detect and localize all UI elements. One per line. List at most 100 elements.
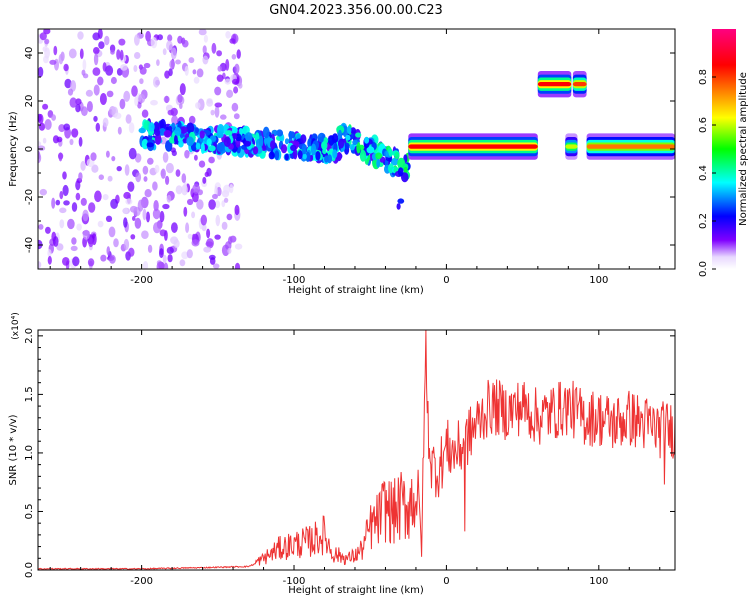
spectrogram-cell-0-294 xyxy=(38,261,42,269)
spectrogram-cell-0-392 xyxy=(203,34,208,43)
spectrogram-cell-0-234 xyxy=(100,254,107,262)
spectrogram-cell-1-271 xyxy=(262,126,270,139)
spectrogram-cell-0-89 xyxy=(130,234,136,240)
spectrogram-cell-0-401 xyxy=(59,219,65,229)
spectrogram-cell-0-356 xyxy=(154,164,160,174)
spectrogram-cell-0-85 xyxy=(144,189,152,198)
snr-frame xyxy=(37,329,676,571)
spectrogram-cell-0-136 xyxy=(226,213,233,221)
spectrogram-cell-0-189 xyxy=(111,156,116,162)
spectrogram-cell-0-225 xyxy=(93,47,100,55)
spectrogram-cell-0-216 xyxy=(93,84,100,96)
spectrogram-cell-1-267 xyxy=(284,153,289,161)
spectrogram-cell-2-112 xyxy=(397,167,404,177)
spectrogram-cell-1-272 xyxy=(300,134,307,144)
spectrogram-cell-0-407 xyxy=(52,236,59,247)
spectrogram-cell-1-292 xyxy=(216,142,224,152)
spectrogram-cell-1-332 xyxy=(216,131,224,139)
spectrogram-cell-0-114 xyxy=(124,164,130,176)
colorbar-tick-label-1: 0.2 xyxy=(698,213,709,229)
spectrogram-cell-0-109 xyxy=(159,210,165,223)
spectrogram-cell-2-111 xyxy=(388,149,393,157)
spectrogram-cell-0-402 xyxy=(56,136,63,143)
spectrogram-cell-0-178 xyxy=(82,59,87,71)
spectrogram-cell-0-287 xyxy=(191,239,200,247)
spectrogram-cell-0-266 xyxy=(117,126,122,135)
spectrogram-cell-0-56 xyxy=(198,160,206,168)
spectrogram-cell-0-118 xyxy=(128,147,137,160)
spectrogram-cell-1-334 xyxy=(154,129,161,137)
spectrogram-cell-0-306 xyxy=(67,88,74,96)
spectrogram-cell-0-155 xyxy=(42,137,47,144)
spectrogram-cell-0-117 xyxy=(236,49,241,59)
colorbar-ticks: 0.0 0.2 0.4 0.6 0.8 xyxy=(698,69,716,277)
spectrogram-cell-0-62 xyxy=(45,226,51,234)
spectrogram-cell-0-331 xyxy=(229,184,234,194)
spectrogram-band-7-4 xyxy=(586,144,675,149)
spectrogram-cell-0-332 xyxy=(183,180,187,193)
spectrogram-cell-0-233 xyxy=(118,38,126,46)
spectrogram-cell-1-210 xyxy=(280,144,288,154)
spectrogram-cell-2-92 xyxy=(336,125,345,134)
spectrogram-cell-0-11 xyxy=(116,166,122,172)
spectrogram-cell-0-314 xyxy=(227,247,232,254)
spectrogram-cell-0-98 xyxy=(113,238,119,248)
spectrogram-cell-0-278 xyxy=(188,115,196,125)
spectrogram-cell-0-71 xyxy=(210,109,215,116)
snr-axes: -200 -100 0 100 0.0 0.5 1.0 1.5 2.0 xyxy=(24,328,675,587)
snr-y-tick-label-2: 1.0 xyxy=(24,445,35,461)
spectrogram-cell-0-47 xyxy=(53,45,58,56)
spectrogram-cell-0-324 xyxy=(224,78,232,85)
spectrogram-cell-0-386 xyxy=(206,99,214,107)
spectrogram-cell-0-385 xyxy=(162,254,167,263)
spectrogram-cell-0-395 xyxy=(106,90,114,98)
spectrogram-cell-1-307 xyxy=(268,151,275,160)
spectrogram-cell-0-132 xyxy=(214,86,222,96)
spectrogram-cell-0-16 xyxy=(134,34,140,46)
spectrogram-y-tick-label-2: 0 xyxy=(24,146,35,152)
spectrogram-cell-0-349 xyxy=(208,254,216,260)
spectrogram-cell-0-113 xyxy=(80,197,87,206)
snr-x-label: Height of straight line (km) xyxy=(288,585,424,596)
spectrogram-cell-0-288 xyxy=(128,247,135,257)
spectrogram-cell-0-382 xyxy=(153,222,161,234)
spectrogram-cell-0-39 xyxy=(134,153,142,163)
spectrogram-cell-0-43 xyxy=(225,31,231,39)
spectrogram-cell-2-99 xyxy=(349,144,355,151)
spectrogram-cell-0-101 xyxy=(62,184,69,197)
spectrogram-cell-0-48 xyxy=(92,67,101,76)
spectrogram-cell-0-129 xyxy=(206,238,214,249)
spectrogram-cell-1-335 xyxy=(315,151,321,161)
spectrogram-band-5-4 xyxy=(572,82,587,87)
spectrogram-cell-0-358 xyxy=(75,192,81,201)
spectrogram-cell-1-333 xyxy=(163,130,172,138)
spectrogram-cell-0-133 xyxy=(231,54,237,60)
spectrogram-cell-0-92 xyxy=(80,160,86,171)
colorbar xyxy=(712,29,736,269)
spectrogram-cell-2-96 xyxy=(366,146,375,154)
spectrogram-cell-0-284 xyxy=(226,89,234,99)
spectrogram-cell-2-62 xyxy=(403,166,408,174)
spectrogram-cell-0-301 xyxy=(104,35,110,46)
snr-line-marks xyxy=(38,330,675,570)
spectrogram-cell-0-131 xyxy=(120,64,128,71)
spectrogram-cell-0-105 xyxy=(39,188,47,196)
spectrogram-cell-0-167 xyxy=(76,223,82,231)
spectrogram-cell-0-376 xyxy=(181,173,187,184)
spectrogram-cell-0-96 xyxy=(196,68,204,78)
spectrogram-cell-0-298 xyxy=(234,262,241,269)
spectrogram-cell-0-124 xyxy=(233,113,240,120)
spectrogram-cell-1-296 xyxy=(302,153,307,160)
spectrogram-cell-0-369 xyxy=(152,208,161,220)
spectrogram-cell-0-84 xyxy=(188,57,195,64)
spectrogram-cell-0-175 xyxy=(71,237,77,245)
spectrogram-cell-0-179 xyxy=(165,162,174,174)
spectrogram-cell-0-352 xyxy=(134,52,141,59)
spectrogram-cell-2-98 xyxy=(345,134,351,141)
spectrogram-cell-0-380 xyxy=(122,207,129,214)
spectrogram-cell-0-1 xyxy=(171,222,178,234)
spectrogram-cell-0-417 xyxy=(71,202,78,212)
spectrogram-cell-0-378 xyxy=(184,149,190,159)
spectrogram-cell-0-44 xyxy=(68,48,77,59)
spectrogram-x-tick-label-1: -100 xyxy=(283,275,306,286)
